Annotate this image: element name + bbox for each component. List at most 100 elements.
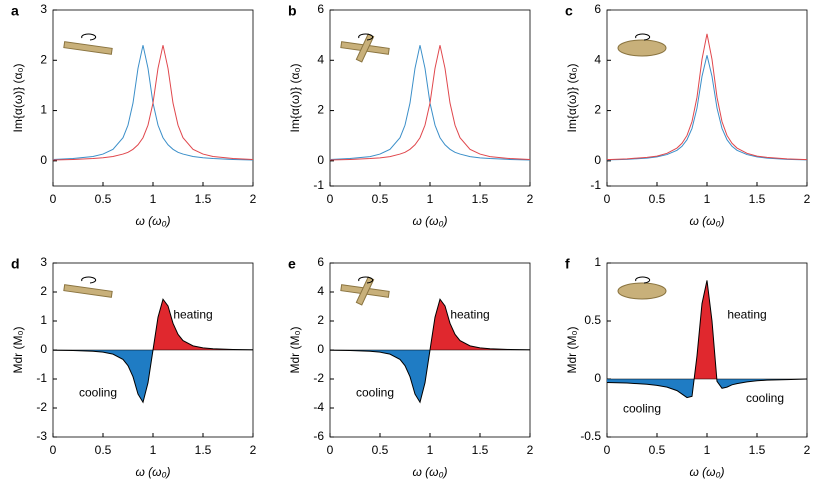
- panel-label: e: [288, 256, 296, 272]
- x-tick-label: 0: [327, 443, 334, 457]
- y-tick-label: 6: [594, 2, 601, 16]
- y-tick-label: -4: [313, 400, 324, 414]
- y-tick-label: 2: [317, 103, 324, 117]
- y-tick-label: -1: [590, 178, 601, 192]
- y-tick-label: 6: [317, 255, 324, 269]
- x-axis-label: ω (ω₀): [135, 214, 170, 228]
- x-tick-label: 1.5: [749, 192, 766, 206]
- x-tick-label: 0: [327, 192, 334, 206]
- y-tick-label: 6: [317, 2, 324, 16]
- y-axis-label: Im{α(ω)} (α₀): [11, 64, 25, 133]
- x-axis-label: ω (ω₀): [135, 465, 170, 479]
- area-fill: [607, 379, 807, 398]
- y-tick-label: -1: [36, 371, 47, 385]
- x-tick-label: 0.5: [649, 192, 666, 206]
- x-axis-label: ω (ω₀): [689, 214, 724, 228]
- x-tick-label: 0.5: [95, 192, 112, 206]
- y-axis-label: Mdr (M₀): [288, 327, 302, 374]
- plot-frame: [329, 9, 531, 187]
- line-series: [606, 33, 808, 161]
- y-tick-label: -3: [36, 429, 47, 443]
- y-tick-label: 4: [317, 52, 324, 66]
- line-series: [606, 55, 808, 161]
- x-tick-label: 1: [150, 192, 157, 206]
- y-tick-label: 1: [594, 255, 601, 269]
- panel-label: f: [565, 256, 570, 272]
- y-tick-label: 0: [40, 342, 47, 356]
- x-tick-label: 1.5: [749, 443, 766, 457]
- icon: [635, 276, 651, 284]
- line-series: [606, 280, 808, 399]
- y-tick-label: 2: [317, 313, 324, 327]
- icon: [617, 39, 667, 57]
- subplot: f0 0.5 1 1.5 2-0.500.51ω (ω₀)Mdr (M₀)heating…: [565, 255, 811, 479]
- icon: [63, 284, 113, 298]
- icon: [81, 33, 97, 41]
- x-tick-label: 1: [427, 443, 434, 457]
- y-tick-label: 4: [317, 284, 324, 298]
- y-tick-label: 1: [40, 313, 47, 327]
- icon: [81, 276, 97, 284]
- x-tick-label: 1.5: [195, 443, 212, 457]
- x-tick-label: 2: [250, 443, 257, 457]
- x-tick-label: 0: [50, 443, 57, 457]
- y-axis-label: Mdr (M₀): [11, 327, 25, 374]
- x-tick-label: 1.5: [195, 192, 212, 206]
- y-tick-label: 0: [317, 153, 324, 167]
- x-axis-label: ω (ω₀): [412, 465, 447, 479]
- annotation: heating: [450, 307, 489, 321]
- x-tick-label: 0.5: [372, 443, 389, 457]
- y-tick-label: -2: [313, 371, 324, 385]
- x-tick-label: 2: [804, 192, 811, 206]
- x-tick-label: 0: [604, 192, 611, 206]
- x-tick-label: 1.5: [472, 443, 489, 457]
- x-tick-label: 0.5: [649, 443, 666, 457]
- x-tick-label: 2: [804, 443, 811, 457]
- panel-label: b: [288, 3, 297, 19]
- area-fill: [607, 280, 807, 379]
- annotation: cooling: [623, 401, 661, 415]
- y-tick-label: -6: [313, 429, 324, 443]
- line-series: [52, 298, 254, 404]
- subplot: a 0 0.5 1 1.5 2 0 1 2 3 ω (ω₀) Im{α(ω)} (α₀): [11, 2, 257, 228]
- y-tick-label: 0: [317, 342, 324, 356]
- y-tick-label: 3: [40, 255, 47, 269]
- y-axis-label: Im{α(ω)} (α₀): [288, 64, 302, 133]
- x-tick-label: 1: [704, 443, 711, 457]
- x-axis-label: ω (ω₀): [412, 214, 447, 228]
- annotation: heating: [173, 307, 212, 321]
- y-tick-label: 0: [40, 153, 47, 167]
- annotation: cooling: [79, 386, 117, 400]
- y-tick-label: -1: [313, 178, 324, 192]
- icon: [358, 276, 374, 284]
- y-tick-label: -2: [36, 400, 47, 414]
- x-tick-label: 1: [427, 192, 434, 206]
- x-tick-label: 0.5: [372, 192, 389, 206]
- annotation: cooling: [356, 386, 394, 400]
- icon: [635, 33, 651, 41]
- y-tick-label: 0.5: [584, 313, 601, 327]
- x-tick-label: 1: [704, 192, 711, 206]
- y-tick-label: 0: [594, 153, 601, 167]
- x-tick-label: 2: [527, 443, 534, 457]
- y-tick-label: 4: [594, 52, 601, 66]
- y-tick-label: -0.5: [580, 429, 601, 443]
- x-tick-label: 1: [150, 443, 157, 457]
- x-axis-label: ω (ω₀): [689, 465, 724, 479]
- y-tick-label: 0: [594, 371, 601, 385]
- x-tick-label: 0: [604, 443, 611, 457]
- plot-frame: [52, 9, 254, 187]
- annotation: cooling: [746, 391, 784, 405]
- x-tick-label: 2: [527, 192, 534, 206]
- y-axis-label: Mdr (M₀): [565, 327, 579, 374]
- y-tick-label: 1: [40, 103, 47, 117]
- line-series: [329, 298, 531, 404]
- subplot: d 0 0.5 1 1.5 2 -3 -2 -1 0 1 2 3 ω (ω₀) Mdr (M₀) heatin…: [11, 255, 257, 479]
- x-tick-label: 0.5: [95, 443, 112, 457]
- subplot: e 0 0.5 1 1.5 2 -6 -4 -2 0 2 4 6 ω (ω₀) Mdr (M₀) heatin…: [288, 255, 534, 479]
- y-tick-label: 3: [40, 2, 47, 16]
- icon: [358, 33, 374, 41]
